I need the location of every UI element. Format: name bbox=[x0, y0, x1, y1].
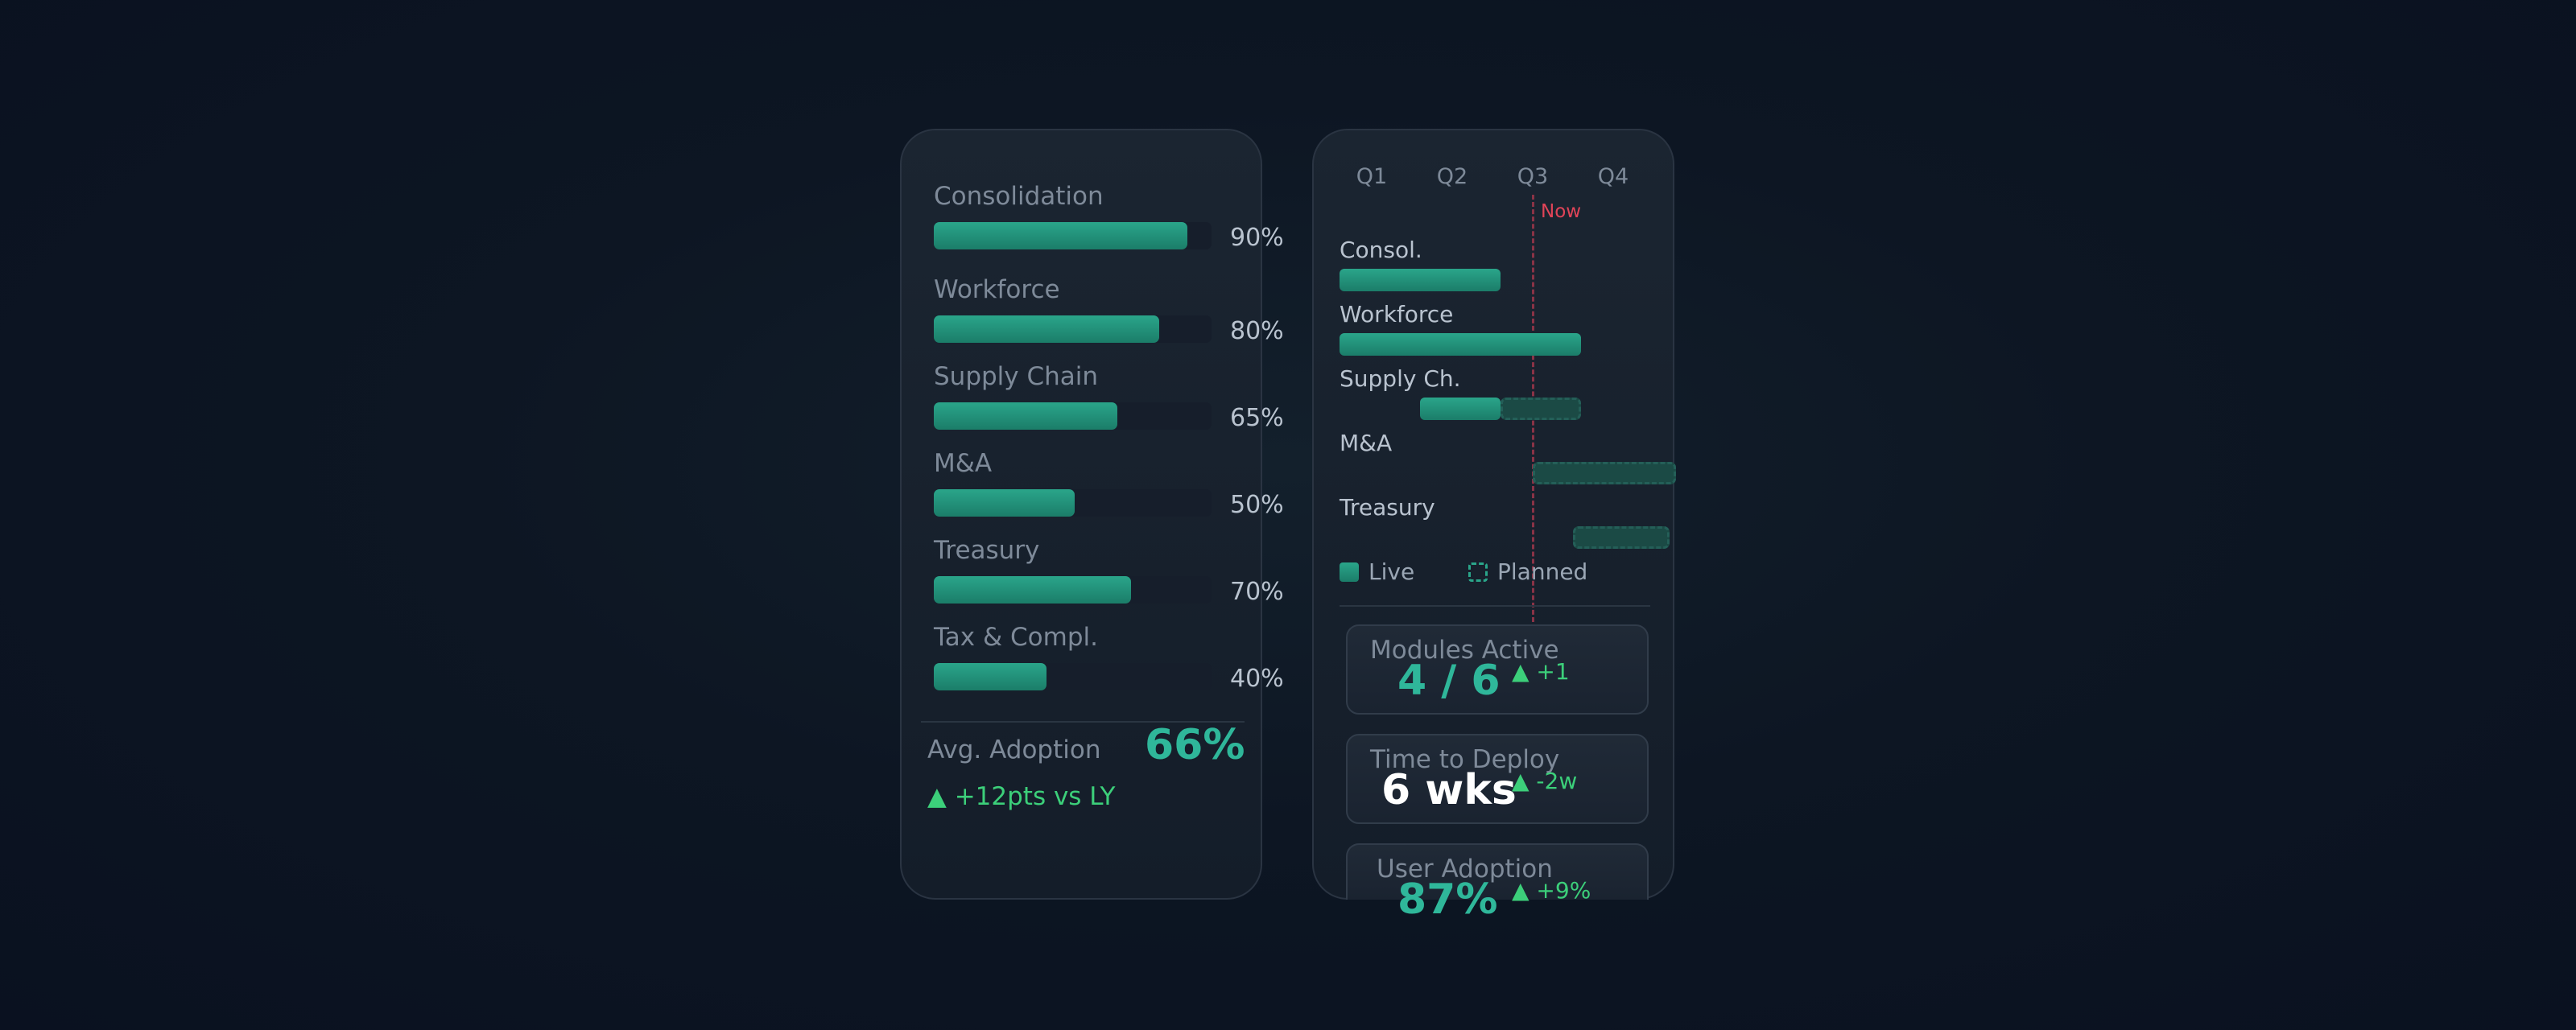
adoption-bar-fill bbox=[934, 315, 1159, 343]
adoption-bar bbox=[934, 315, 1212, 343]
quarter-label: Q2 bbox=[1436, 164, 1468, 189]
adoption-percent: 40% bbox=[1230, 665, 1284, 693]
gantt-row-label: Workforce bbox=[1340, 301, 1454, 328]
avg-adoption-delta: ▲ +12pts vs LY bbox=[927, 782, 1116, 811]
adoption-bar-fill bbox=[934, 402, 1117, 430]
adoption-bar-fill bbox=[934, 576, 1131, 604]
rollout-panel: Q1 Q2 Q3 Q4 Now Consol. Workforce Supply… bbox=[1312, 129, 1676, 924]
kpi-delta: ▲ +1 bbox=[1512, 658, 1570, 685]
kpi-card-modules-active: Modules Active 4 / 6 ▲ +1 bbox=[1346, 624, 1649, 715]
kpi-card-user-adoption: User Adoption 87% ▲ +9% bbox=[1346, 843, 1649, 924]
kpi-delta: ▲ -2w bbox=[1512, 768, 1578, 794]
gantt-bar-live bbox=[1340, 333, 1581, 356]
adoption-bar bbox=[934, 222, 1212, 249]
adoption-percent: 70% bbox=[1230, 578, 1284, 606]
adoption-percent: 50% bbox=[1230, 491, 1284, 519]
gantt-bar-planned bbox=[1533, 462, 1676, 484]
adoption-bar bbox=[934, 576, 1212, 604]
gantt-row-label: M&A bbox=[1340, 430, 1393, 456]
quarter-label: Q4 bbox=[1597, 164, 1629, 189]
kpi-card-time-to-deploy: Time to Deploy 6 wks ▲ -2w bbox=[1346, 734, 1649, 824]
adoption-bar-fill bbox=[934, 663, 1046, 690]
divider bbox=[1340, 605, 1650, 607]
kpi-value: 4 / 6 bbox=[1397, 657, 1501, 705]
module-label: Tax & Compl. bbox=[934, 623, 1098, 652]
legend-planned-label: Planned bbox=[1497, 558, 1588, 585]
kpi-value: 87% bbox=[1397, 876, 1498, 924]
adoption-bar bbox=[934, 663, 1212, 690]
kpi-label: Modules Active bbox=[1370, 636, 1559, 665]
quarter-label: Q1 bbox=[1356, 164, 1388, 189]
adoption-percent: 90% bbox=[1230, 224, 1284, 252]
adoption-bar-fill bbox=[934, 222, 1187, 249]
gantt-row-label: Consol. bbox=[1340, 237, 1422, 263]
quarter-label: Q3 bbox=[1517, 164, 1549, 189]
gantt-row-label: Supply Ch. bbox=[1340, 365, 1461, 392]
legend-planned-swatch bbox=[1468, 562, 1488, 582]
gantt-row-label: Treasury bbox=[1340, 494, 1435, 521]
avg-adoption-value: 66% bbox=[1145, 721, 1245, 769]
module-label: Supply Chain bbox=[934, 362, 1099, 391]
module-label: M&A bbox=[934, 449, 993, 478]
avg-adoption-label: Avg. Adoption bbox=[927, 735, 1101, 764]
gantt-bar-planned bbox=[1573, 526, 1670, 549]
legend-live-label: Live bbox=[1368, 558, 1415, 585]
divider bbox=[921, 721, 1245, 723]
kpi-value: 6 wks bbox=[1381, 766, 1517, 814]
adoption-bar bbox=[934, 402, 1212, 430]
adoption-percent: 80% bbox=[1230, 317, 1284, 345]
kpi-delta: ▲ +9% bbox=[1512, 877, 1591, 904]
gantt-bar-live bbox=[1420, 398, 1501, 420]
module-label: Consolidation bbox=[934, 182, 1104, 211]
module-label: Workforce bbox=[934, 275, 1060, 304]
legend-live-swatch bbox=[1340, 562, 1359, 582]
adoption-bar bbox=[934, 489, 1212, 517]
adoption-bar-fill bbox=[934, 489, 1075, 517]
kpi-label: User Adoption bbox=[1377, 855, 1553, 884]
now-marker-label: Now bbox=[1541, 201, 1582, 222]
adoption-panel: Consolidation 90% Workforce 80% Supply C… bbox=[900, 129, 1284, 900]
adoption-percent: 65% bbox=[1230, 404, 1284, 432]
module-label: Treasury bbox=[934, 536, 1040, 565]
gantt-bar-live bbox=[1340, 269, 1501, 291]
gantt-bar-planned bbox=[1501, 398, 1581, 420]
kpi-label: Time to Deploy bbox=[1370, 745, 1560, 774]
